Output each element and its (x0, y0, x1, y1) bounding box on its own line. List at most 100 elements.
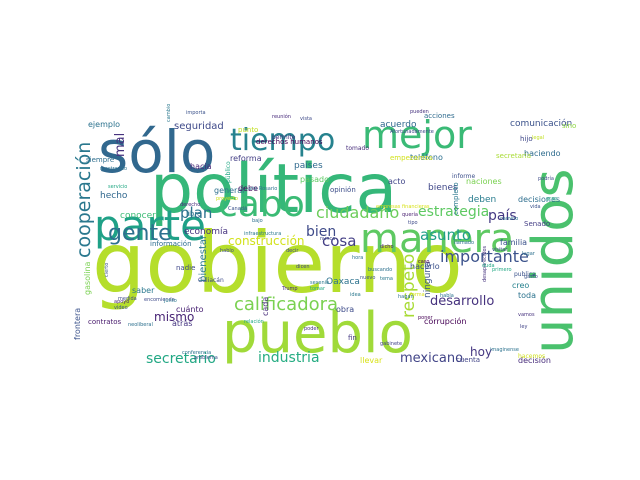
word-economía: economía (184, 227, 228, 237)
word-sexenio: sexenio (310, 280, 329, 286)
word-gasto: gasto (524, 274, 538, 280)
word-tema: tema (380, 276, 393, 282)
word-libre: libre (186, 210, 201, 218)
word-junto: junto (163, 298, 177, 304)
word-mostrando: mostrando (100, 166, 127, 172)
word-mismo: mismo (154, 310, 194, 324)
word-ninguna: ninguna (423, 261, 433, 298)
word-cambio: cambio (166, 104, 172, 122)
word-acto: acto (388, 177, 405, 186)
word-calificadora: calificadora (234, 294, 338, 315)
word-nadie: nadie (176, 264, 195, 272)
word-gabinete: gabinete (380, 341, 402, 347)
word-reunión: reunión (272, 113, 291, 120)
word-canadá: Canadá (228, 205, 247, 212)
word-sino: sino (562, 122, 576, 130)
word-creo: creo (512, 281, 529, 290)
word-seguridad: seguridad (174, 121, 224, 132)
word-trump: Trump (281, 286, 298, 292)
word-hacerlo: hacerlo (410, 262, 440, 271)
word-pasado: pasado (300, 175, 329, 184)
word-problema: problema (194, 355, 218, 361)
word-respeto: respeto (399, 254, 419, 318)
word-duda: duda (482, 263, 495, 269)
word-llevar: llevar (360, 356, 383, 365)
word-estrategia: estrategia (418, 204, 489, 220)
word-acuerdo: acuerdo (380, 120, 417, 130)
word-tiempo: tiempo (230, 123, 335, 158)
word-infraestructura: infraestructura (244, 231, 281, 237)
word-hacia: hacia (190, 162, 212, 171)
word-familia: familia (500, 238, 527, 247)
word-mejor: mejor (362, 113, 472, 157)
word-lugar: lugar (522, 251, 536, 257)
word-tomado: tomado (346, 145, 369, 152)
word-teléfono: teléfono (410, 152, 443, 162)
word-bienes: bienes (428, 183, 458, 193)
word-manera: manera (360, 216, 514, 262)
word-naciones: naciones (466, 177, 502, 186)
word-vida: vida (530, 204, 541, 210)
word-cierto: cierto (104, 263, 110, 277)
word-informe: informe (452, 173, 475, 180)
word-hijo: hijo (520, 135, 533, 143)
word-imaginense: imaginense (490, 347, 519, 353)
word-hoy: hoy (470, 345, 492, 359)
word-sólo: sólo (98, 118, 215, 186)
word-general: general (214, 186, 244, 195)
word-reforma: reforma (230, 154, 262, 163)
word-hablo: hablo (220, 248, 234, 254)
word-medida: medida (118, 296, 137, 302)
word-ley: ley (520, 324, 527, 330)
word-mal: mal (113, 133, 128, 157)
word-acciones: acciones (424, 112, 455, 120)
word-bienestar: bienestar (198, 234, 209, 282)
word-plan: plan (180, 204, 212, 222)
word-secretaria: secretaria (496, 152, 531, 160)
word-parte: parte (94, 201, 206, 250)
word-legal: legal (532, 135, 544, 141)
word-deben: deben (468, 195, 496, 205)
word-publica: publica (514, 271, 536, 278)
word-senado: Senado (524, 220, 550, 228)
word-empresas-financieras: empresas financieras (376, 204, 430, 210)
word-habla: habla (440, 293, 454, 299)
word-video: video (114, 305, 128, 311)
word-gasolina: gasolina (83, 261, 92, 295)
word-tomar: tomar (310, 286, 326, 292)
word-conocer: conocer (120, 211, 156, 221)
word-cabo: cabo (218, 184, 305, 225)
word-atrás: atrás (172, 319, 192, 328)
word-visitar: visitar (492, 247, 508, 253)
word-toda: toda (518, 291, 536, 300)
word-forma: forma (410, 292, 425, 298)
word-frontera: frontera (73, 308, 82, 340)
word-pueden: pueden (410, 109, 429, 115)
word-cooperación: cooperación (73, 142, 95, 258)
word-apoyo: apoyo (114, 299, 129, 305)
word-derechos-humanos: derechos humanos (256, 138, 323, 146)
word-permite: permite (272, 134, 296, 141)
word-unidos: unidos (521, 168, 586, 354)
word-punto: punto (238, 126, 258, 134)
word-mexicano: mexicano (400, 351, 463, 366)
word-hora: hora (352, 255, 363, 261)
word-cuenta: cuenta (456, 356, 480, 364)
word-cuánto: cuánto (176, 305, 204, 314)
word-ejemplo: ejemplo (88, 120, 120, 129)
word-vista: vista (300, 116, 312, 122)
word-gobierno: gobierno (92, 214, 463, 312)
word-quería: quería (402, 211, 418, 218)
word-cada: cada (261, 297, 270, 316)
word-bien: bien (306, 224, 336, 240)
word-poder: poder (304, 326, 319, 332)
word-culiacán: Culiacán (198, 277, 224, 284)
word-importa: importa (186, 110, 206, 116)
word-proyecto: proyecto (216, 196, 238, 202)
word-tipo: tipo (408, 220, 418, 226)
word-contratos: contratos (88, 318, 122, 326)
word-decisiones: decisiones (518, 195, 560, 204)
word-decisión: decisión (518, 355, 551, 365)
word-público: público (225, 161, 232, 183)
